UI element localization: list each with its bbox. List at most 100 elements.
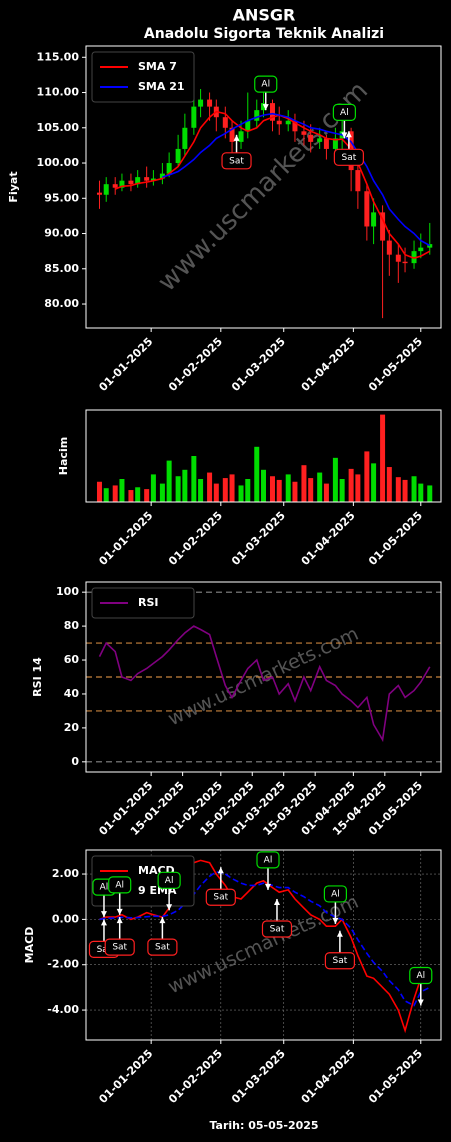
volume-bar [213,483,219,502]
volume-bar [159,483,165,502]
volume-bar [96,481,102,502]
y-tick-label: 90.00 [44,227,79,240]
annotation-arrowhead [100,919,107,926]
volume-bar [150,474,156,502]
legend-label: SMA 21 [138,80,185,93]
volume-bar [386,467,392,502]
candle-body [301,131,307,135]
legend-label: SMA 7 [138,60,177,73]
candle-body [402,261,408,264]
annotation-arrowhead [345,131,352,138]
volume-bar [355,474,361,502]
volume-bar [339,479,345,502]
y-tick-label: -2.00 [47,958,79,971]
candle-body [150,178,156,181]
candle-body [144,177,150,181]
y-tick-label: 0 [71,755,79,768]
y-axis-label: Hacim [57,437,70,475]
candle-body [427,244,433,248]
volume-bar [418,483,424,502]
annotation-arrowhead [341,132,348,139]
annotation-box [205,888,236,906]
candle-body [411,251,417,264]
series-line [99,870,431,1007]
plot-frame [85,409,442,503]
volume-bar [128,490,134,502]
candle-body [166,163,172,174]
y-tick-label: 2.00 [52,867,79,880]
candle-body [191,106,197,128]
annotation-label: Sat [333,956,348,966]
annotation-box [104,938,135,956]
annotation-label: Sat [213,893,228,903]
series-line [99,859,431,1034]
annotation-arrowhead [332,917,339,924]
candle-body [96,192,102,195]
volume-bar [144,489,150,502]
volume-bar [348,468,354,502]
annotation-label: Sat [229,156,244,166]
annotation-label: Al [264,855,273,865]
candle-body [269,103,275,121]
volume-bar [371,463,377,502]
annotation-box [261,920,293,938]
y-tick-label: 20 [64,721,80,734]
candle-body [332,138,338,149]
y-tick-label: 85.00 [44,262,79,275]
y-tick-label: 0.00 [52,912,79,925]
annotation-arrowhead [116,917,123,924]
annotation-label: Sat [270,924,285,934]
y-tick-label: 95.00 [44,191,79,204]
volume-bar [285,474,291,502]
annotation-label: Al [115,880,124,890]
candle-body [292,120,298,132]
annotation-box [333,148,364,166]
plot-frame [85,849,442,1041]
y-tick-label: 80.00 [44,297,79,310]
candle-body [175,148,181,164]
volume-bar [308,478,314,502]
candle-body [323,138,329,149]
annotation-label: Al [261,80,270,90]
series-line [98,625,431,743]
y-tick-label: 110.00 [37,86,80,99]
candle-body [128,180,134,185]
y-tick-label: 80 [64,619,80,632]
volume-bar [222,478,228,502]
plot-frame [85,45,442,329]
annotation-arrowhead [264,883,271,890]
annotation-box [324,952,355,970]
candle-body [103,184,109,195]
annotation-arrowhead [273,898,280,905]
volume-bar [395,477,401,502]
annotation-label: Al [340,108,349,118]
annotation-label: Al [100,883,109,893]
annotation-box [323,885,347,903]
y-tick-label: 40 [64,687,80,700]
volume-bar [301,465,307,502]
volume-bar [380,414,386,502]
annotation-label: Al [416,971,425,981]
annotation-label: Sat [155,943,170,953]
annotation-box [254,75,278,93]
volume-bar [332,457,338,502]
annotation-arrowhead [100,911,107,918]
volume-bar [427,485,433,502]
annotation-box [332,103,356,121]
candle-body [229,127,235,142]
annotation-arrowhead [233,134,240,141]
volume-bar [411,476,417,502]
candle-body [418,247,424,252]
volume-bar [207,472,213,502]
volume-bar [254,446,260,502]
annotation-label: Al [331,889,340,899]
chart-subtitle: Anadolu Sigorta Teknik Analizi [144,26,384,42]
volume-bar [191,456,197,502]
y-axis-label: Fiyat [7,171,20,202]
annotation-label: Al [165,876,174,886]
candle-body [198,99,204,107]
candle-body [371,212,377,227]
y-axis-label: MACD [23,927,36,964]
